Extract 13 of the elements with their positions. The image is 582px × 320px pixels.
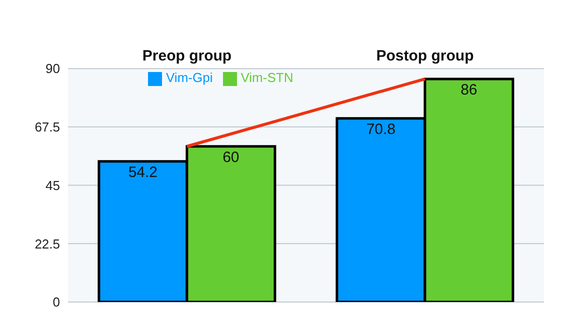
legend-label: Vim-STN bbox=[240, 70, 294, 85]
y-tick-label: 67.5 bbox=[34, 120, 60, 135]
x-tick-label: Preop group bbox=[142, 48, 232, 65]
y-tick-label: 22.5 bbox=[34, 236, 60, 252]
x-tick-label: Postop group bbox=[376, 48, 474, 65]
y-tick-label: 90 bbox=[46, 61, 60, 76]
y-tick-label: 0 bbox=[52, 294, 60, 310]
y-tick-label: 45 bbox=[46, 178, 60, 193]
legend-label: Vim-Gpi bbox=[166, 70, 213, 85]
data-label: 70.8 bbox=[366, 121, 396, 138]
data-label: 86 bbox=[460, 82, 478, 99]
data-label: 60 bbox=[222, 149, 240, 166]
data-label: 54.2 bbox=[128, 164, 158, 182]
